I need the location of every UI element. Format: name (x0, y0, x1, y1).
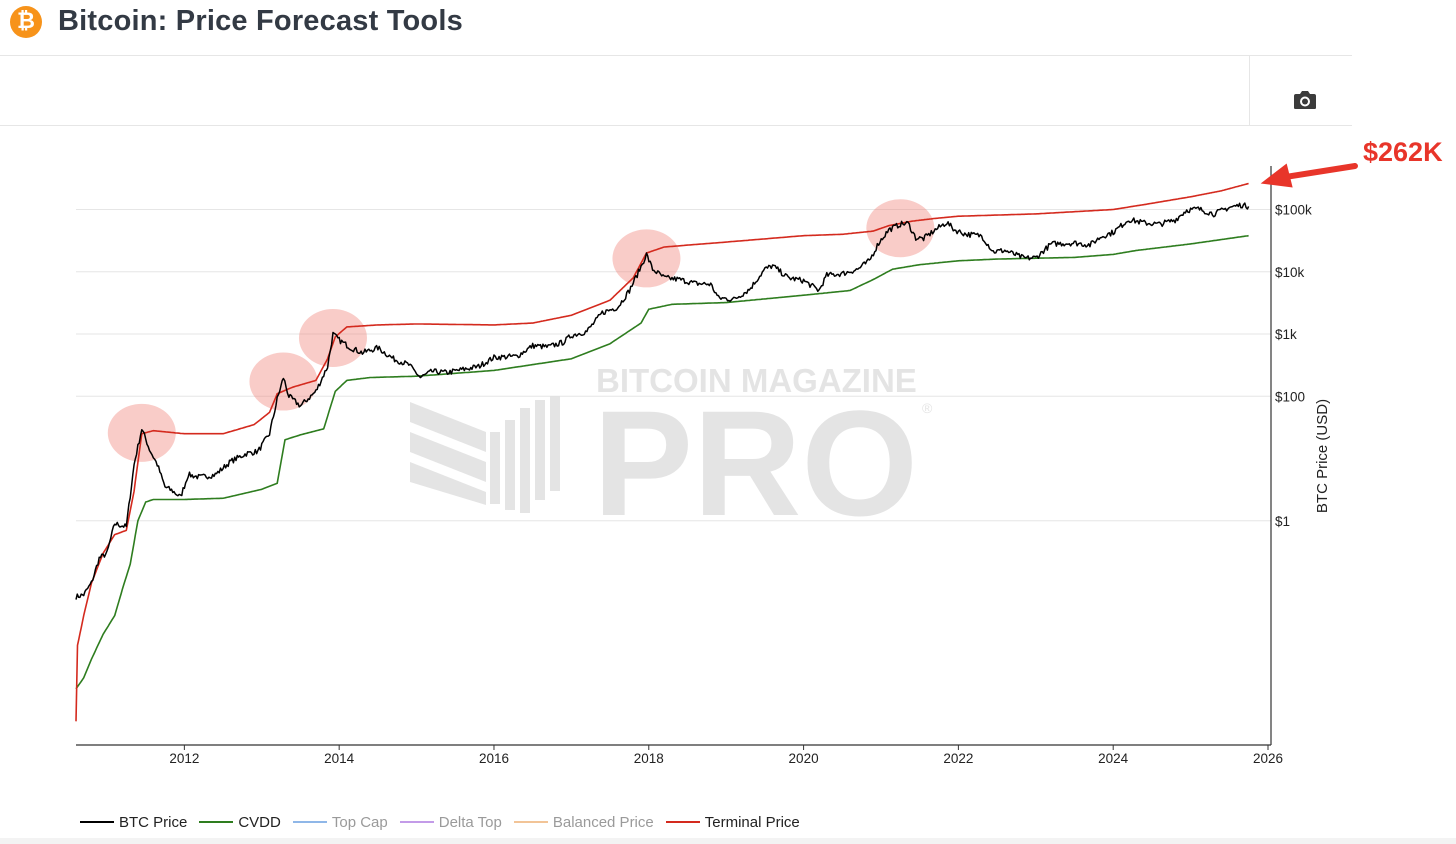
watermark-line1: BITCOIN MAGAZINE (596, 362, 917, 399)
watermark-logo-icon (410, 396, 560, 513)
series-line-btc-price (75, 202, 1250, 600)
x-tick-label: 2016 (479, 751, 509, 766)
series-lines (75, 182, 1250, 722)
x-tick-label: 2012 (169, 751, 199, 766)
annotation-label: $262K (1363, 137, 1443, 167)
legend-label: Balanced Price (552, 813, 654, 831)
y-tick-label: $10k (1275, 265, 1305, 280)
chart-legend: BTC Price CVDD Top Cap Delta Top Balanced Pr… (80, 810, 812, 834)
y-axis-label: BTC Price (USD) (1314, 399, 1331, 513)
legend-swatch (665, 821, 700, 823)
legend-item-balanced-price[interactable]: Balanced Price (513, 813, 654, 831)
legend-item-delta-top[interactable]: Delta Top (399, 813, 502, 831)
legend-label: BTC Price (119, 813, 188, 831)
legend-item-top-cap[interactable]: Top Cap (292, 813, 388, 831)
page-title: Bitcoin: Price Forecast Tools (58, 5, 463, 37)
y-tick-label: $1 (1275, 514, 1290, 529)
legend-swatch (399, 821, 434, 823)
watermark-registered-mark: ® (922, 400, 933, 416)
legend-swatch (199, 821, 234, 823)
watermark-line2: PRO (593, 379, 918, 547)
legend-item-cvdd[interactable]: CVDD (199, 814, 281, 831)
x-tick-label: 2018 (634, 751, 664, 766)
axes: $1 $100 $1k $10k $100k 2012 2014 2016 2018 2020 20… (76, 166, 1312, 766)
series-line-terminal-price (75, 182, 1249, 722)
peak-highlight-circle (249, 352, 318, 411)
annotation: $262K (1260, 137, 1443, 188)
legend-label: Delta Top (438, 813, 502, 831)
toolbar-divider (1249, 56, 1250, 125)
bitcoin-logo-icon: ₿ (10, 6, 42, 38)
x-tick-label: 2026 (1253, 751, 1283, 766)
grid-lines (76, 209, 1271, 522)
legend-label: Top Cap (331, 813, 388, 831)
legend-item-terminal-price[interactable]: Terminal Price (665, 813, 800, 831)
chart-toolbar (0, 56, 1352, 126)
x-tick-label: 2020 (789, 751, 819, 766)
legend-label: Terminal Price (704, 813, 800, 831)
x-tick-label: 2024 (1098, 751, 1129, 766)
legend-swatch (80, 821, 114, 823)
camera-icon[interactable] (1293, 90, 1317, 110)
legend-item-btc-price[interactable]: BTC Price (80, 814, 187, 831)
x-tick-label: 2014 (324, 751, 355, 766)
header: ₿ Bitcoin: Price Forecast Tools (0, 0, 1352, 56)
y-tick-label: $1k (1275, 327, 1297, 342)
annotation-arrow-shaft (1279, 163, 1358, 181)
watermark: BITCOIN MAGAZINE PRO ® (410, 362, 933, 547)
chart-area: BITCOIN MAGAZINE PRO ® $1 $100 $1k $10k $100… (75, 137, 1443, 766)
legend-swatch (292, 821, 327, 823)
legend-swatch (513, 821, 548, 823)
peak-highlight-circle (612, 229, 681, 288)
y-tick-label: $100 (1275, 389, 1305, 404)
y-tick-label: $100k (1275, 203, 1312, 218)
annotation-arrow-head (1260, 163, 1293, 188)
legend-label: CVDD (238, 813, 281, 831)
peak-highlight-circle (866, 199, 935, 258)
x-tick-label: 2022 (943, 751, 973, 766)
bottom-strip (0, 838, 1456, 844)
series-line-cvdd (75, 234, 1249, 690)
